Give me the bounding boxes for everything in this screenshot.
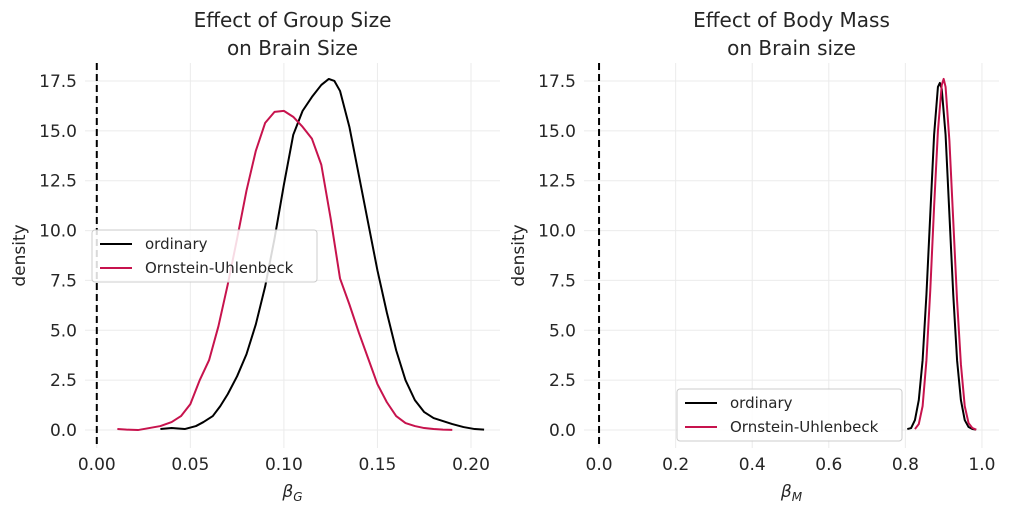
- y-tick-label: 12.5: [538, 172, 576, 192]
- y-tick-label: 10.0: [538, 222, 576, 242]
- legend-box: [676, 388, 903, 442]
- x-axis-label: βG: [281, 482, 302, 504]
- y-tick-label: 0.0: [50, 421, 77, 441]
- chart-panel-1: 0.0 2.5 5.0 7.5 10.0 12.5 15.0 17.5 0.00 0.05 0.10…: [10, 8, 500, 504]
- legend-label: Ornstein-Uhlenbeck: [145, 259, 294, 277]
- y-axis-label: density: [10, 224, 30, 286]
- x-tick-label: 0.2: [662, 455, 689, 475]
- x-tick-label: 0.20: [452, 455, 490, 475]
- y-tick-label: 5.0: [549, 321, 576, 341]
- legend-label: ordinary: [145, 235, 208, 253]
- y-tick-label: 15.0: [39, 122, 77, 142]
- y-tick-label: 10.0: [39, 222, 77, 242]
- x-tick-label: 0.15: [359, 455, 397, 475]
- legend-label: Ornstein-Uhlenbeck: [730, 418, 879, 436]
- y-tick-label: 12.5: [39, 172, 77, 192]
- legend-box: [91, 229, 318, 283]
- y-tick-label: 7.5: [50, 271, 77, 291]
- series-line-ornstein-uhlenbeck: [117, 109, 453, 432]
- x-axis-label: βM: [780, 482, 803, 504]
- y-tick-label: 5.0: [50, 321, 77, 341]
- y-axis-label: density: [509, 224, 529, 286]
- x-tick-label: 0.4: [739, 455, 766, 475]
- x-tick-label: 0.00: [78, 455, 116, 475]
- x-axis-label-subscript: M: [792, 490, 803, 504]
- chart-panel-2: 0.0 2.5 5.0 7.5 10.0 12.5 15.0 17.5 0.0 0.2 0.4 0.6…: [509, 8, 999, 504]
- x-tick-label: 0.10: [265, 455, 303, 475]
- series-line-ordinary: [160, 77, 485, 431]
- x-axis-label-main: β: [281, 482, 293, 502]
- x-tick-label: 0.8: [892, 455, 919, 475]
- y-tick-label: 15.0: [538, 122, 576, 142]
- y-tick-label: 17.5: [39, 72, 77, 92]
- y-tick-label: 2.5: [50, 371, 77, 391]
- x-tick-label: 0.05: [171, 455, 209, 475]
- y-tick-label: 2.5: [549, 371, 576, 391]
- y-tick-label: 0.0: [549, 421, 576, 441]
- y-tick-label: 17.5: [538, 72, 576, 92]
- legend-label: ordinary: [730, 394, 793, 412]
- chart-title-line: on Brain Size: [227, 36, 358, 60]
- x-tick-label: 0.0: [586, 455, 613, 475]
- chart-title-line: Effect of Body Mass: [693, 8, 890, 32]
- x-tick-label: 0.6: [815, 455, 842, 475]
- chart-title-line: on Brain size: [727, 36, 856, 60]
- x-axis-label-main: β: [780, 482, 792, 502]
- series-line-ordinary: [907, 81, 977, 431]
- chart-title-line: Effect of Group Size: [194, 8, 392, 32]
- legend: ordinary Ornstein-Uhlenbeck: [91, 229, 318, 283]
- x-tick-label: 1.0: [968, 455, 995, 475]
- y-tick-label: 7.5: [549, 271, 576, 291]
- x-axis-label-subscript: G: [293, 490, 302, 504]
- series-line-ornstein-uhlenbeck: [914, 77, 977, 431]
- legend: ordinary Ornstein-Uhlenbeck: [676, 388, 903, 442]
